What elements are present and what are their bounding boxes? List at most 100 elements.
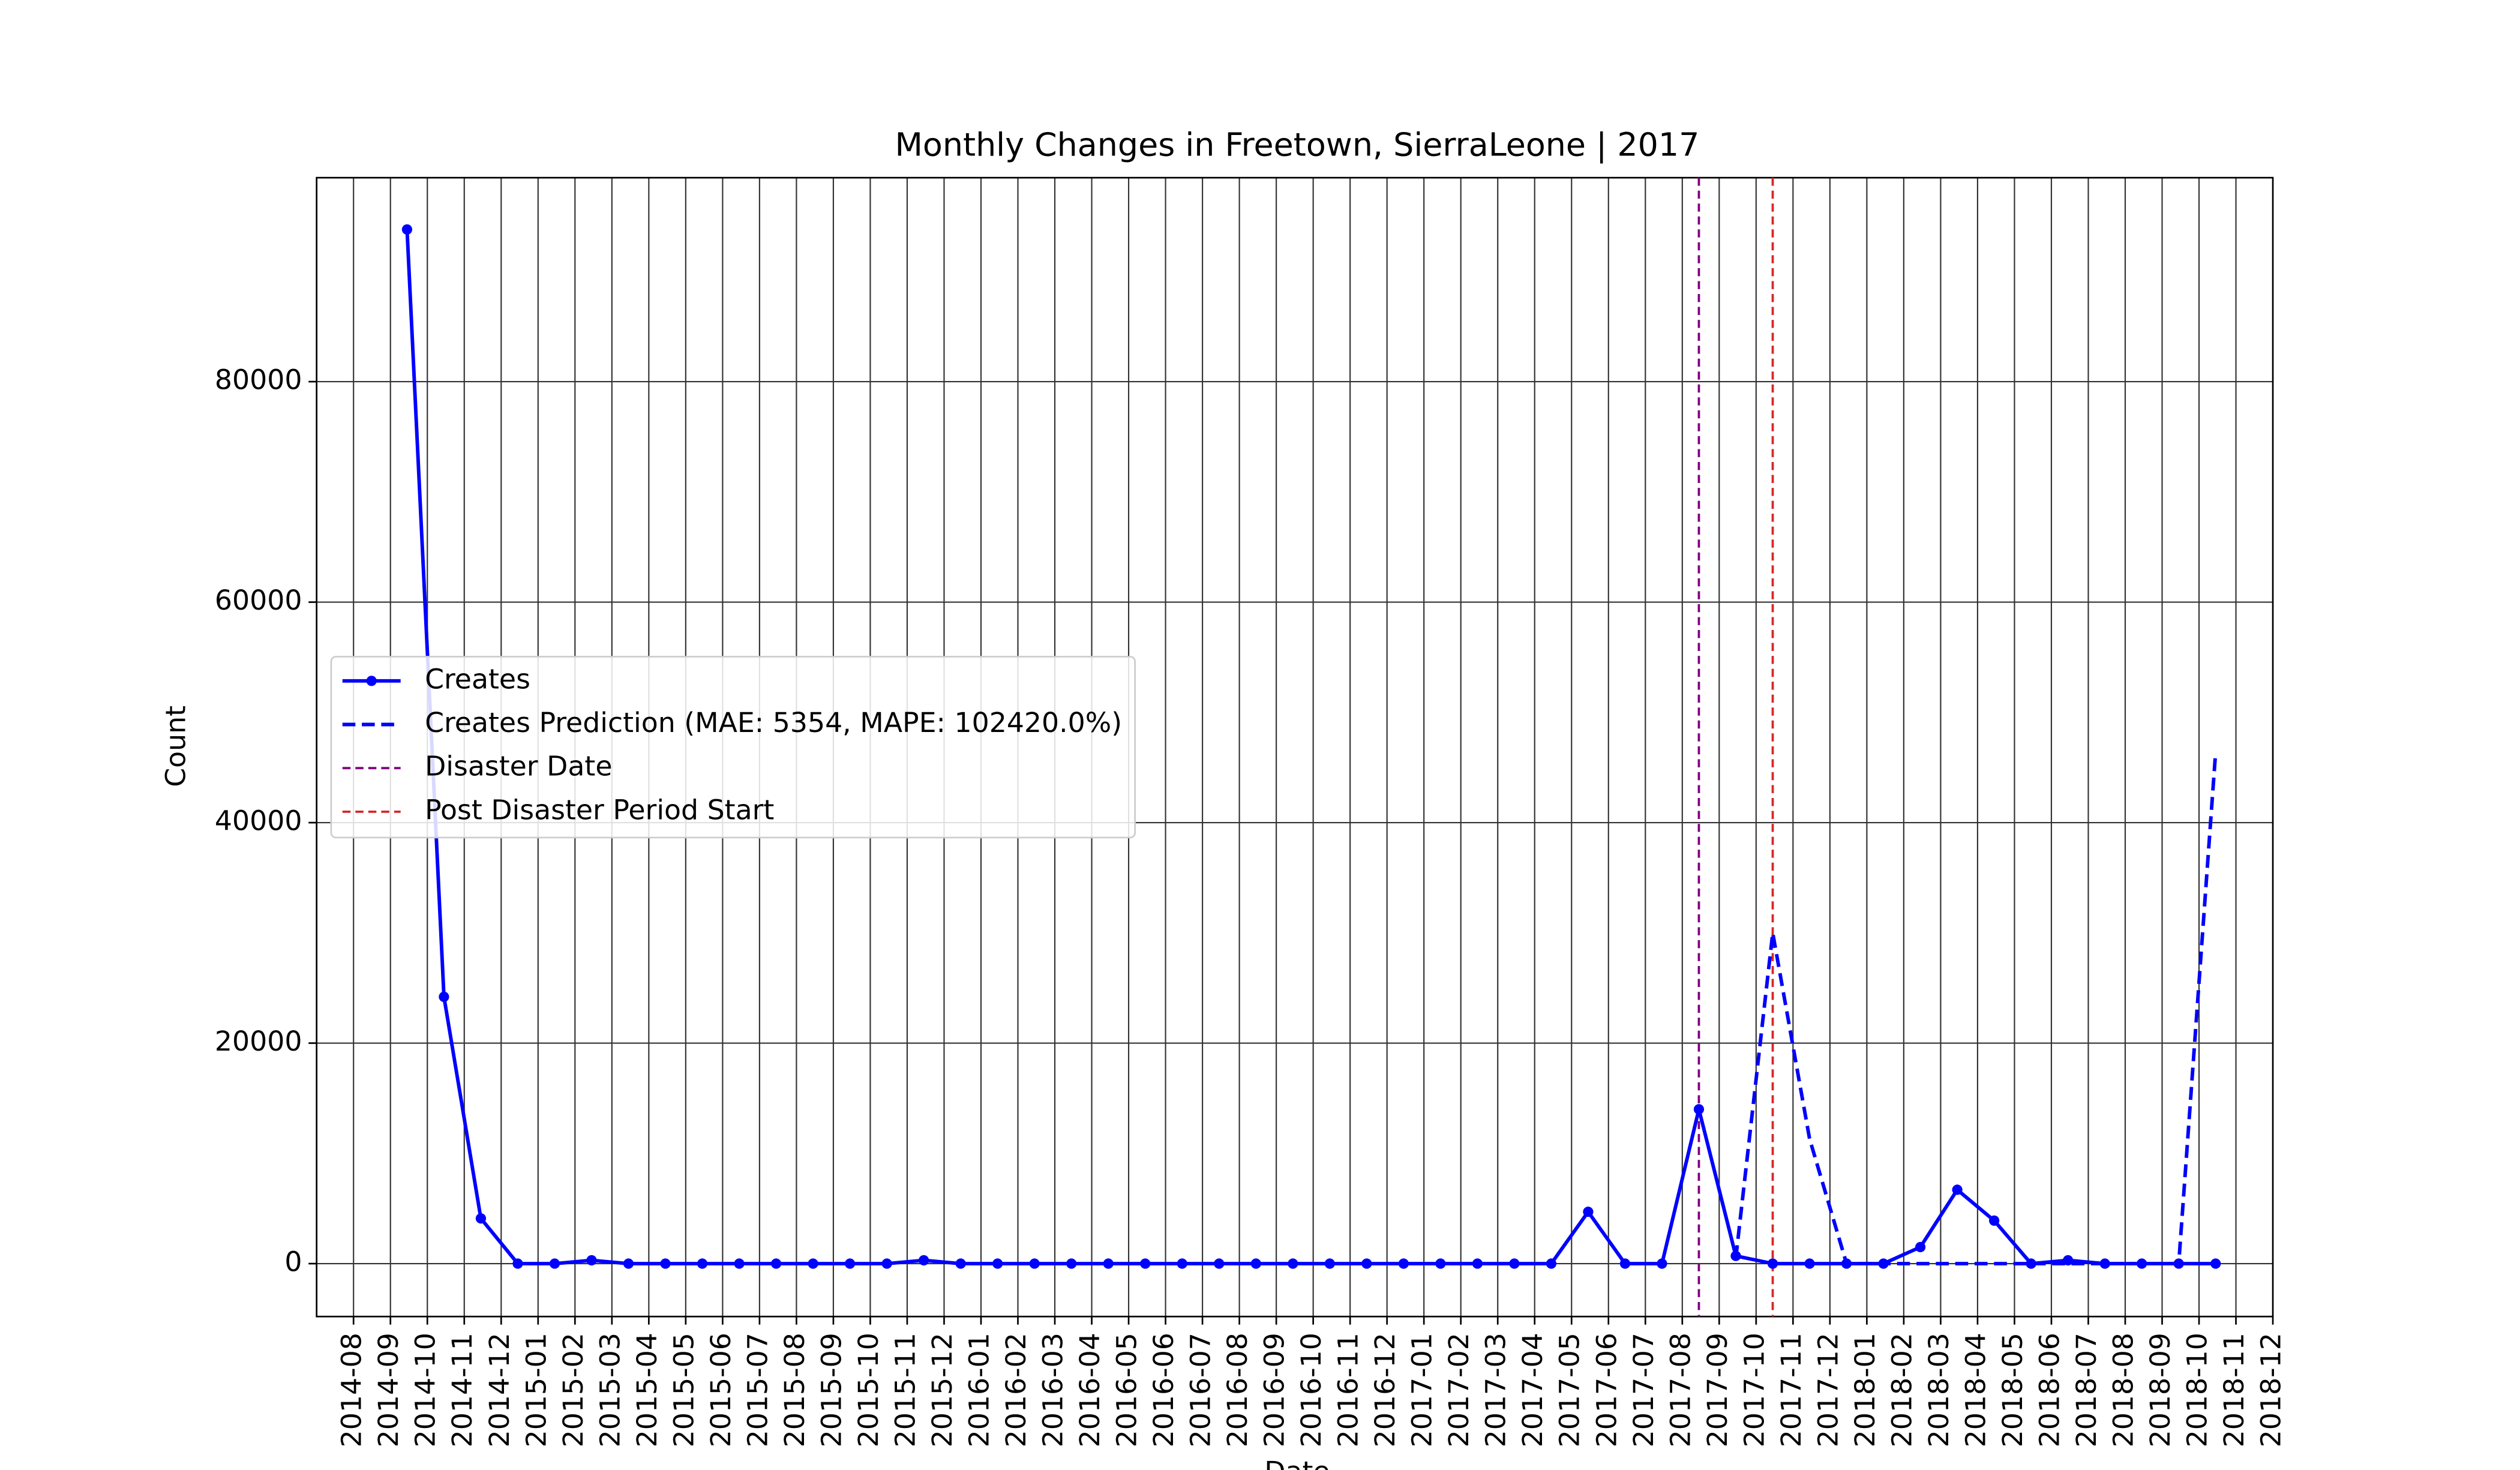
y-tick-label: 60000 [215, 584, 302, 616]
x-tick-label: 2017-10 [1738, 1333, 1770, 1447]
data-point [1361, 1258, 1372, 1269]
legend-label: Post Disaster Period Start [425, 794, 774, 826]
x-tick-label: 2015-11 [889, 1333, 921, 1447]
x-tick-label: 2017-05 [1554, 1333, 1586, 1447]
x-tick-label: 2015-08 [779, 1333, 811, 1447]
data-point [549, 1258, 560, 1269]
data-point [919, 1255, 929, 1266]
x-tick-label: 2016-03 [1037, 1333, 1069, 1447]
data-point [1952, 1184, 1963, 1195]
data-point [401, 224, 413, 235]
x-tick-label: 2014-10 [410, 1333, 442, 1447]
x-tick-label: 2018-01 [1849, 1333, 1881, 1447]
x-tick-label: 2018-03 [1923, 1333, 1955, 1447]
x-tick-label: 2017-07 [1628, 1333, 1660, 1447]
data-point [475, 1213, 487, 1224]
legend-label: Creates Prediction (MAE: 5354, MAPE: 102… [425, 707, 1122, 739]
data-point [1693, 1104, 1705, 1115]
data-point [1398, 1258, 1409, 1269]
x-tick-label: 2014-12 [484, 1333, 515, 1447]
x-tick-label: 2018-09 [2144, 1333, 2176, 1447]
y-axis-label: Count [160, 706, 192, 787]
data-point [660, 1258, 671, 1269]
x-tick-label: 2017-11 [1775, 1333, 1807, 1447]
x-tick-label: 2018-11 [2218, 1333, 2250, 1447]
x-tick-label: 2018-12 [2255, 1333, 2287, 1447]
x-tick-label: 2017-06 [1591, 1333, 1622, 1447]
data-point [623, 1258, 634, 1269]
data-point [1029, 1258, 1040, 1269]
x-tick-label: 2016-01 [963, 1333, 995, 1447]
data-point [1324, 1258, 1335, 1269]
x-tick-label: 2015-07 [742, 1333, 773, 1447]
data-point [1583, 1207, 1594, 1217]
x-tick-label: 2017-03 [1480, 1333, 1512, 1447]
x-tick-label: 2016-12 [1369, 1333, 1401, 1447]
x-tick-label: 2017-01 [1406, 1333, 1438, 1447]
x-tick-label: 2017-02 [1443, 1333, 1475, 1447]
x-tick-label: 2016-08 [1222, 1333, 1253, 1447]
x-tick-label: 2018-10 [2182, 1333, 2213, 1447]
data-point [992, 1258, 1003, 1269]
x-tick-label: 2016-09 [1259, 1333, 1291, 1447]
legend-label: Disaster Date [425, 751, 612, 782]
data-point [1066, 1258, 1077, 1269]
x-tick-label: 2017-04 [1517, 1333, 1549, 1447]
data-point [955, 1258, 966, 1269]
y-tick-label: 0 [284, 1246, 302, 1278]
x-tick-label: 2015-06 [705, 1333, 737, 1447]
data-point [1103, 1258, 1114, 1269]
data-point [1177, 1258, 1187, 1269]
data-point [1472, 1258, 1483, 1269]
x-tick-label: 2016-04 [1074, 1333, 1106, 1447]
data-point [586, 1255, 597, 1266]
data-point [512, 1258, 523, 1269]
data-point [2063, 1255, 2074, 1266]
data-point [770, 1258, 782, 1269]
x-tick-label: 2015-04 [631, 1333, 663, 1447]
x-tick-label: 2015-01 [520, 1333, 552, 1447]
x-tick-label: 2018-05 [1997, 1333, 2029, 1447]
legend-marker [366, 676, 377, 686]
data-point [439, 991, 449, 1002]
data-point [2026, 1258, 2036, 1269]
x-tick-label: 2017-09 [1702, 1333, 1733, 1447]
data-point [1509, 1258, 1520, 1269]
data-point [697, 1258, 708, 1269]
data-point [1657, 1258, 1667, 1269]
legend-box [330, 656, 1136, 839]
data-point [1915, 1241, 1926, 1253]
data-point [844, 1258, 856, 1269]
x-tick-label: 2017-12 [1812, 1333, 1844, 1447]
y-tick-label: 20000 [215, 1025, 302, 1057]
data-point [1288, 1258, 1298, 1269]
data-point [808, 1258, 818, 1269]
series-line [1734, 752, 2218, 1265]
x-tick-label: 2015-12 [926, 1333, 958, 1447]
x-tick-label: 2014-09 [373, 1333, 404, 1447]
y-tick-label: 80000 [215, 364, 302, 396]
x-tick-label: 2016-05 [1111, 1333, 1143, 1447]
x-tick-label: 2016-10 [1295, 1333, 1327, 1447]
x-tick-label: 2018-07 [2071, 1333, 2102, 1447]
x-tick-label: 2018-06 [2033, 1333, 2065, 1447]
x-axis-label: Date [1264, 1456, 1330, 1470]
x-tick-label: 2015-05 [668, 1333, 700, 1447]
legend: Creates Creates Prediction (MAE: 5354, MA… [330, 656, 1136, 839]
x-tick-label: 2016-06 [1148, 1333, 1180, 1447]
data-point [1619, 1258, 1631, 1269]
x-tick-label: 2016-11 [1333, 1333, 1364, 1447]
x-tick-label: 2015-03 [594, 1333, 626, 1447]
x-tick-label: 2016-02 [1000, 1333, 1032, 1447]
x-tick-label: 2015-09 [815, 1333, 847, 1447]
x-tick-label: 2015-02 [557, 1333, 589, 1447]
y-tick-label: 40000 [215, 805, 302, 837]
x-tick-label: 2017-08 [1664, 1333, 1696, 1447]
data-point [1546, 1258, 1557, 1269]
data-point [1804, 1258, 1815, 1269]
data-point [1435, 1258, 1446, 1269]
x-tick-label: 2015-10 [853, 1333, 884, 1447]
series-line [405, 229, 2216, 1266]
